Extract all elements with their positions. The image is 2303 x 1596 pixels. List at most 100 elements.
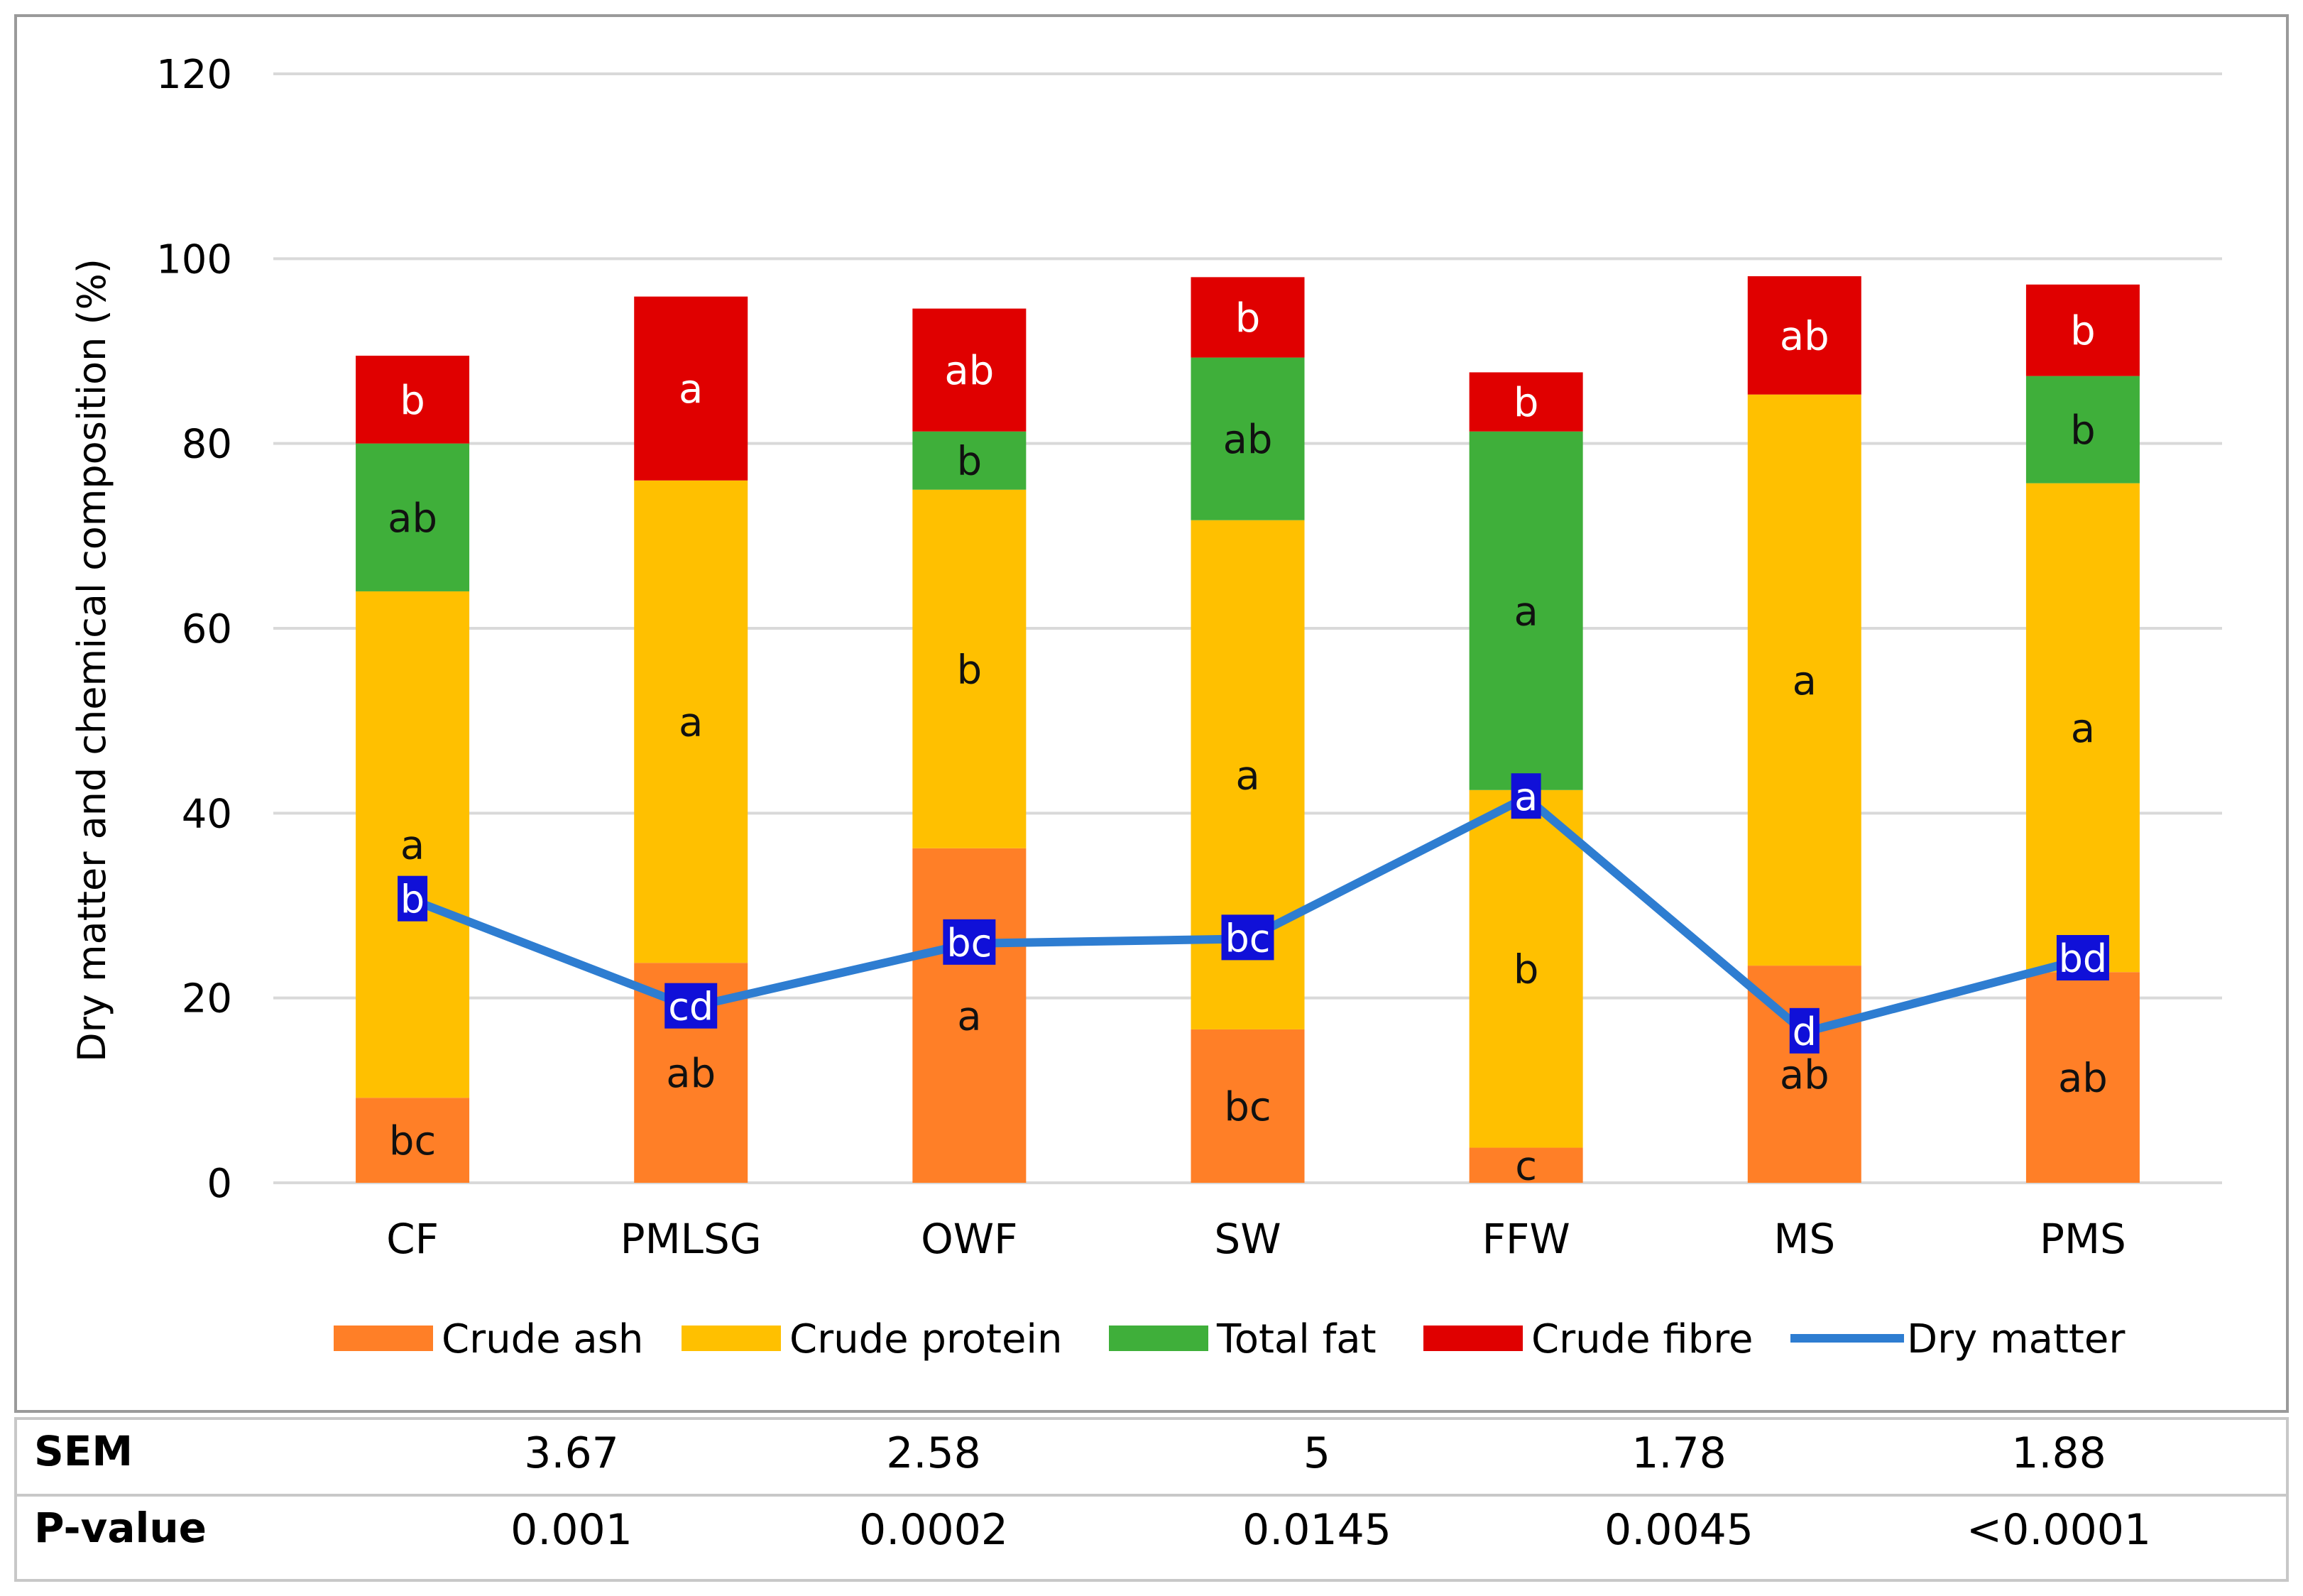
bar-segment <box>1191 1029 1305 1183</box>
bar-letter: ab <box>1780 313 1829 359</box>
sem-value: 5 <box>1303 1428 1331 1478</box>
dry-matter-letter: d <box>1793 1010 1817 1054</box>
legend-swatch <box>334 1326 433 1351</box>
y-tick-label: 20 <box>182 976 232 1022</box>
p-value: 0.0002 <box>859 1505 1008 1555</box>
legend-label: Crude fibre <box>1531 1316 1753 1362</box>
bar-letter: a <box>679 699 703 745</box>
bar-letter: a <box>957 993 981 1039</box>
dry-matter-letter: a <box>1514 775 1538 819</box>
x-tick-label: SW <box>1214 1215 1281 1263</box>
legend-swatch <box>682 1326 781 1351</box>
bar-letter: ab <box>944 348 994 394</box>
stacked-bar-chart: 0 20 40 60 80 100 120 Dry matter and chemical … <box>70 52 2222 1362</box>
bar-segment <box>356 356 470 444</box>
dry-matter-marker <box>1511 773 1541 819</box>
bar-letter: ab <box>1780 1052 1829 1098</box>
bar-letter: ab <box>2058 1056 2108 1102</box>
bar-segment <box>1469 789 1583 1148</box>
x-tick-label: FFW <box>1482 1215 1570 1263</box>
bar-segment <box>912 308 1027 432</box>
legend-label: Crude protein <box>789 1316 1062 1362</box>
bar-segment <box>1191 357 1305 520</box>
bar-segment <box>634 480 748 963</box>
bar-letter: bc <box>389 1118 436 1164</box>
sem-value: 3.67 <box>524 1428 619 1478</box>
legend-swatch <box>1109 1326 1208 1351</box>
y-tick-label: 0 <box>207 1161 232 1207</box>
bar-letter: b <box>1514 380 1539 426</box>
p-value: 0.0145 <box>1242 1505 1391 1555</box>
bar-segment <box>1469 431 1583 790</box>
bar-letter: a <box>1793 658 1817 704</box>
x-tick-label: PMLSG <box>620 1215 762 1263</box>
bar-segment <box>1747 276 1861 395</box>
row-label-sem: SEM <box>34 1427 133 1475</box>
bar-letter: c <box>1515 1143 1537 1189</box>
dry-matter-letter: cd <box>668 985 713 1029</box>
table-divider <box>14 1494 2289 1497</box>
legend-label: Dry matter <box>1907 1316 2126 1362</box>
bar-letter: b <box>957 439 983 485</box>
bar-letter: b <box>1514 947 1539 993</box>
y-axis-ticks: 0 20 40 60 80 100 120 <box>156 52 232 1207</box>
bars <box>356 276 2140 1183</box>
dry-matter-letter: bd <box>2059 936 2108 981</box>
dry-matter-line: b cd bc bc a d bd <box>398 773 2109 1054</box>
bar-segment <box>2025 284 2140 376</box>
legend-label: Crude ash <box>442 1316 643 1362</box>
y-tick-label: 80 <box>182 422 232 468</box>
y-tick-label: 120 <box>156 52 232 98</box>
dry-matter-marker <box>664 983 718 1029</box>
gridlines <box>273 72 2222 1184</box>
sem-value: 1.78 <box>1631 1428 1727 1478</box>
dry-matter-marker <box>2056 934 2109 980</box>
y-axis-title: Dry matter and chemical composition (%) <box>70 258 114 1062</box>
stats-table <box>14 1417 2289 1582</box>
sem-value: 1.88 <box>2011 1428 2106 1478</box>
bar-segment <box>1747 394 1861 966</box>
p-value: 0.0045 <box>1604 1505 1754 1555</box>
x-tick-label: OWF <box>921 1215 1017 1263</box>
bar-segment <box>356 443 470 591</box>
x-tick-label: MS <box>1773 1215 1835 1263</box>
bar-segment <box>356 1098 470 1183</box>
bar-segment <box>1191 277 1305 358</box>
dry-matter-marker <box>1221 914 1274 961</box>
x-axis-ticks: CF PMLSG OWF SW FFW MS PMS <box>386 1215 2126 1263</box>
bar-letter: a <box>679 366 703 412</box>
legend-swatch <box>1423 1326 1523 1351</box>
bar-letter: b <box>957 647 983 693</box>
x-tick-label: CF <box>386 1215 439 1263</box>
bar-segment <box>1469 1147 1583 1183</box>
p-value: <0.0001 <box>1966 1505 2152 1555</box>
bar-segment <box>2025 376 2140 483</box>
bar-segment <box>356 591 470 1098</box>
y-tick-label: 40 <box>182 791 232 837</box>
bar-letter: ab <box>666 1051 716 1097</box>
bar-letter: a <box>400 823 425 869</box>
legend-label: Total fat <box>1216 1316 1377 1362</box>
dry-matter-marker <box>1789 1007 1820 1054</box>
bar-segment <box>1469 372 1583 432</box>
dry-matter-letter: bc <box>1225 916 1271 961</box>
bar-letter: b <box>2070 308 2096 354</box>
chart-frame <box>14 14 2289 1413</box>
bar-letter: a <box>1514 589 1538 635</box>
p-value: 0.001 <box>510 1505 633 1555</box>
bar-letter: a <box>2071 706 2095 752</box>
bar-letter: b <box>1235 295 1261 341</box>
y-tick-label: 100 <box>156 236 232 283</box>
bar-segment <box>2025 483 2140 973</box>
dry-matter-marker <box>398 875 428 922</box>
bar-letter: ab <box>1223 417 1273 463</box>
bar-segment <box>912 489 1027 848</box>
bar-segment <box>2025 972 2140 1183</box>
bar-segment <box>912 848 1027 1183</box>
x-tick-label: PMS <box>2040 1215 2126 1263</box>
sem-value: 2.58 <box>886 1428 981 1478</box>
bar-letter: b <box>400 378 425 424</box>
dry-matter-marker <box>943 919 996 965</box>
row-label-p-value: P-value <box>34 1504 207 1552</box>
